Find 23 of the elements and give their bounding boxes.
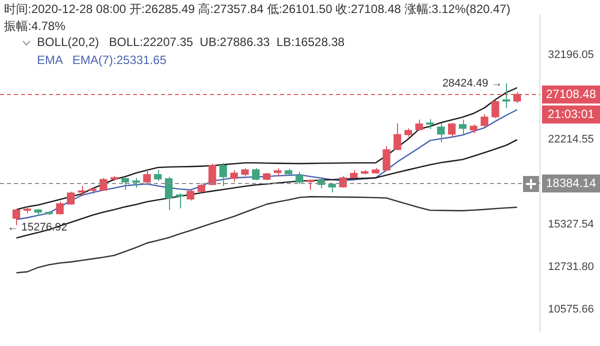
candlestick xyxy=(143,169,151,186)
candlestick xyxy=(480,114,488,128)
candlestick xyxy=(458,119,467,135)
text: 21:03:01 xyxy=(548,106,595,121)
ref-line-label: 27108.48 xyxy=(546,86,596,101)
annotation: 28424.49 → xyxy=(442,77,502,90)
annotation: BOLL(20,2) BOLL:22207.35 UB:27886.33 LB:16528.38 xyxy=(37,35,345,49)
annotation: EMA EMA(7):25331.65 xyxy=(37,53,166,67)
ref-line-label: 18384.14 xyxy=(546,176,596,190)
y-tick-label: 15327.54 xyxy=(548,218,594,231)
candlestick xyxy=(88,186,96,194)
y-tick-label: 10575.66 xyxy=(548,303,594,316)
candlestick xyxy=(284,168,292,176)
candlestick xyxy=(382,146,390,172)
candlestick xyxy=(230,170,238,182)
candlestick xyxy=(186,190,194,202)
candlestick xyxy=(110,175,118,182)
y-tick-label: 12731.80 xyxy=(548,260,594,273)
annotation: 时间:2020-12-28 08:00 开:26285.49 高:27357.84 低:26101.50 收:27108.48 涨幅:3.12%(820.47) 振幅:4.78% xyxy=(4,1,512,35)
y-tick-label: 32196.05 xyxy=(548,48,594,61)
candlestick xyxy=(437,122,445,143)
candlestick xyxy=(241,168,249,176)
y-tick-label: 22214.55 xyxy=(548,134,594,146)
